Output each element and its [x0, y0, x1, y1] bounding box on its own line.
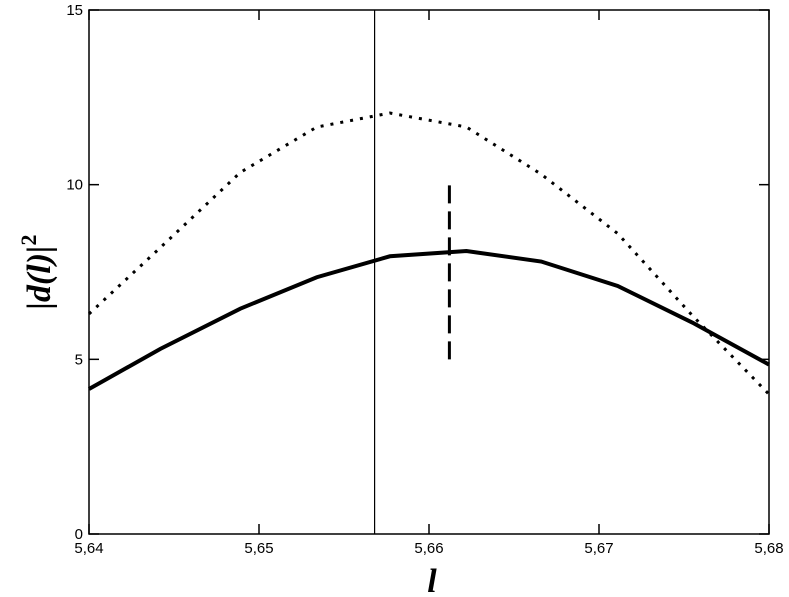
plot-frame — [88, 9, 770, 535]
x-tick-label: 5,68 — [754, 540, 783, 557]
x-tick-label: 5,67 — [584, 540, 613, 557]
x-tick-label: 5,66 — [414, 540, 443, 557]
y-tick-label: 10 — [66, 177, 83, 194]
y-axis-label: |d(l)|2 — [16, 234, 58, 309]
y-label-text: |d(l)| — [21, 245, 58, 309]
series-line — [87, 111, 771, 396]
x-tick-label: 5,64 — [74, 540, 103, 557]
y-tick-label: 5 — [75, 351, 83, 368]
x-tick-label: 5,65 — [244, 540, 273, 557]
y-tick-label: 0 — [75, 526, 83, 543]
y-tick-label: 15 — [66, 2, 83, 19]
y-label-sup: 2 — [16, 234, 41, 245]
series-line — [88, 249, 770, 391]
x-axis-label: l — [427, 563, 437, 597]
